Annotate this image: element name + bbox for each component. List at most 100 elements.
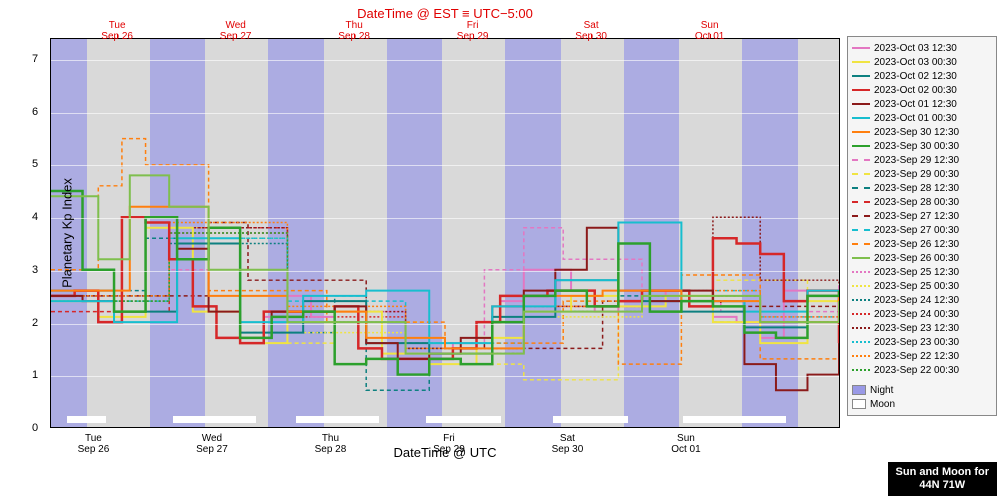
- top-tick-label: FriSep 29: [457, 20, 489, 42]
- legend-swatch: [852, 215, 870, 217]
- legend-item: 2023-Sep 24 00:30: [852, 307, 992, 321]
- moon-bar: [426, 416, 501, 423]
- sun-moon-note: Sun and Moon for 44N 71W: [888, 462, 997, 496]
- y-tick-label: 6: [32, 106, 38, 118]
- legend-item: 2023-Oct 01 00:30: [852, 111, 992, 125]
- y-tick-label: 7: [32, 53, 38, 65]
- legend-item: 2023-Sep 26 00:30: [852, 251, 992, 265]
- bottom-marker-icon: [801, 423, 809, 428]
- legend-item: 2023-Sep 30 12:30: [852, 125, 992, 139]
- bottom-marker-icon: [497, 423, 505, 428]
- legend-swatch: [852, 313, 870, 315]
- y-tick-label: 0: [32, 422, 38, 434]
- legend-label: Moon: [870, 399, 895, 410]
- legend-label: 2023-Sep 26 00:30: [874, 253, 959, 264]
- y-tick-label: 5: [32, 158, 38, 170]
- legend-swatch: [852, 61, 870, 63]
- y-tick-label: 2: [32, 317, 38, 329]
- gridline: [51, 376, 839, 377]
- bottom-marker-icon: [209, 423, 217, 428]
- bottom-marker-icon: [379, 423, 387, 428]
- legend-label: 2023-Sep 25 00:30: [874, 281, 959, 292]
- gridline: [51, 113, 839, 114]
- legend-swatch: [852, 75, 870, 77]
- legend-item: 2023-Oct 03 12:30: [852, 41, 992, 55]
- legend-item: 2023-Sep 27 12:30: [852, 209, 992, 223]
- legend-item: Moon: [852, 397, 992, 411]
- legend-item: Night: [852, 383, 992, 397]
- legend-swatch: [852, 229, 870, 231]
- legend-swatch: [852, 145, 870, 147]
- legend-swatch: [852, 327, 870, 329]
- legend-swatch: [852, 173, 870, 175]
- y-axis-title: Planetary Kp Index: [59, 178, 74, 288]
- moon-bar: [553, 416, 628, 423]
- legend-swatch: [852, 117, 870, 119]
- legend-item: 2023-Sep 28 12:30: [852, 181, 992, 195]
- plot-area: [50, 38, 840, 428]
- legend-label: 2023-Sep 22 12:30: [874, 351, 959, 362]
- corner-line-1: Sun and Moon for: [896, 466, 989, 479]
- legend-swatch: [852, 285, 870, 287]
- legend-label: 2023-Sep 23 12:30: [874, 323, 959, 334]
- bottom-tick-label: SunOct 01: [671, 433, 700, 455]
- gridline: [51, 60, 839, 61]
- bottom-marker-icon: [142, 423, 150, 428]
- legend-swatch: [852, 299, 870, 301]
- legend-item: 2023-Sep 23 00:30: [852, 335, 992, 349]
- legend-swatch: [852, 187, 870, 189]
- bottom-marker-icon: [327, 423, 335, 428]
- bottom-marker-icon: [616, 423, 624, 428]
- legend-swatch: [852, 131, 870, 133]
- y-tick-label: 1: [32, 369, 38, 381]
- bottom-marker-icon: [260, 423, 268, 428]
- corner-line-2: 44N 71W: [896, 479, 989, 492]
- legend-label: 2023-Sep 24 12:30: [874, 295, 959, 306]
- bottom-marker-icon: [683, 423, 691, 428]
- bottom-marker-icon: [446, 423, 454, 428]
- legend-item: 2023-Sep 25 00:30: [852, 279, 992, 293]
- legend-label: 2023-Sep 25 12:30: [874, 267, 959, 278]
- bottom-marker-icon: [90, 423, 98, 428]
- series-lines-svg: [51, 39, 839, 427]
- top-tick-label: ThuSep 28: [338, 20, 370, 42]
- legend-swatch: [852, 159, 870, 161]
- legend-label: 2023-Sep 29 00:30: [874, 169, 959, 180]
- moon-bar: [173, 416, 256, 423]
- legend-swatch: [852, 103, 870, 105]
- legend-item: 2023-Sep 22 12:30: [852, 349, 992, 363]
- legend-swatch: [852, 243, 870, 245]
- legend-swatch: [852, 47, 870, 49]
- legend-swatch: [852, 257, 870, 259]
- legend-label: 2023-Oct 01 00:30: [874, 113, 957, 124]
- legend-label: 2023-Sep 28 00:30: [874, 197, 959, 208]
- legend-label: 2023-Oct 03 12:30: [874, 43, 957, 54]
- legend-item: 2023-Sep 28 00:30: [852, 195, 992, 209]
- legend-swatch: [852, 89, 870, 91]
- legend-swatch: [852, 369, 870, 371]
- legend-label: 2023-Sep 22 00:30: [874, 365, 959, 376]
- legend-label: 2023-Oct 02 12:30: [874, 71, 957, 82]
- legend-label: 2023-Sep 26 12:30: [874, 239, 959, 250]
- legend-swatch: [852, 271, 870, 273]
- legend-item: 2023-Sep 24 12:30: [852, 293, 992, 307]
- legend: 2023-Oct 03 12:302023-Oct 03 00:302023-O…: [847, 36, 997, 416]
- legend-item: 2023-Oct 02 12:30: [852, 69, 992, 83]
- legend-item: 2023-Sep 29 12:30: [852, 153, 992, 167]
- legend-label: Night: [870, 385, 893, 396]
- legend-swatch: [852, 341, 870, 343]
- legend-item: 2023-Sep 23 12:30: [852, 321, 992, 335]
- legend-label: 2023-Oct 01 12:30: [874, 99, 957, 110]
- legend-label: 2023-Sep 27 00:30: [874, 225, 959, 236]
- moon-bar: [67, 416, 107, 423]
- top-axis-title: DateTime @ EST ≡ UTC−5:00: [50, 6, 840, 21]
- legend-item: 2023-Oct 02 00:30: [852, 83, 992, 97]
- legend-item: 2023-Sep 22 00:30: [852, 363, 992, 377]
- legend-item: 2023-Sep 25 12:30: [852, 265, 992, 279]
- y-tick-label: 4: [32, 211, 38, 223]
- legend-label: 2023-Sep 27 12:30: [874, 211, 959, 222]
- legend-item: 2023-Sep 30 00:30: [852, 139, 992, 153]
- gridline: [51, 165, 839, 166]
- legend-label: 2023-Sep 28 12:30: [874, 183, 959, 194]
- bottom-tick-label: FriSep 29: [433, 433, 465, 455]
